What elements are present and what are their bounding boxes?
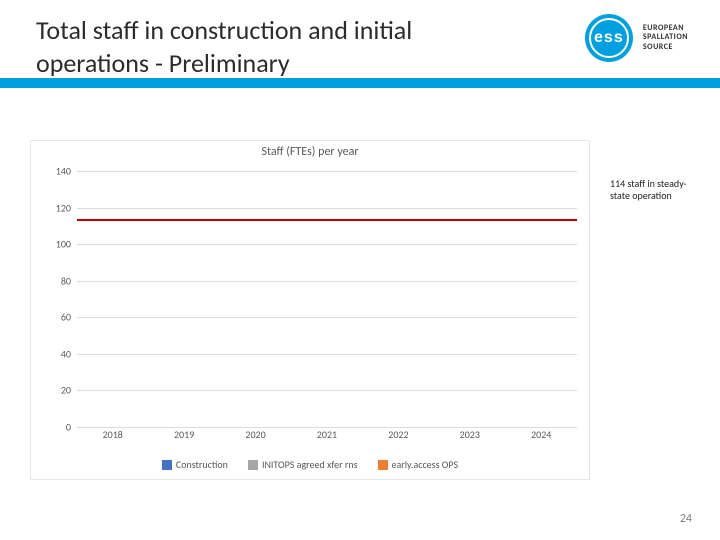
chart-legend: Construction INITOPS agreed xfer rns early… — [31, 458, 589, 471]
x-tick-label: 2020 — [245, 428, 265, 441]
page-title: Total staff in construction and initial … — [36, 14, 496, 79]
y-tick-label: 0 — [47, 421, 71, 434]
legend-swatch-icon — [248, 460, 258, 470]
x-tick-label: 2019 — [174, 428, 194, 441]
y-tick-label: 80 — [47, 274, 71, 287]
brand-line3: SOURCE — [643, 43, 688, 53]
x-tick-label: 2021 — [317, 428, 337, 441]
chart-container: Staff (FTEs) per year 020406080100120140… — [30, 140, 590, 480]
brand-text: EUROPEAN SPALLATION SOURCE — [643, 24, 688, 53]
ess-logo-icon: ess — [585, 14, 633, 62]
y-tick-label: 100 — [47, 238, 71, 251]
legend-swatch-icon — [378, 460, 388, 470]
legend-item: early.access OPS — [378, 458, 459, 471]
y-tick-label: 20 — [47, 384, 71, 397]
legend-label: early.access OPS — [392, 458, 459, 471]
plot-area: 020406080100120140 — [77, 171, 577, 427]
page-number: 24 — [680, 512, 692, 526]
legend-swatch-icon — [162, 460, 172, 470]
x-tick-label: 2018 — [103, 428, 123, 441]
y-tick-label: 40 — [47, 347, 71, 360]
y-tick-label: 120 — [47, 201, 71, 214]
y-tick-label: 60 — [47, 311, 71, 324]
annotation-text: 114 staff in steady-state operation — [610, 178, 700, 202]
legend-label: Construction — [176, 458, 228, 471]
x-tick-label: 2023 — [460, 428, 480, 441]
bars-group — [77, 171, 577, 427]
legend-label: INITOPS agreed xfer rns — [262, 458, 358, 471]
x-tick-label: 2022 — [388, 428, 408, 441]
legend-item: INITOPS agreed xfer rns — [248, 458, 358, 471]
y-tick-label: 140 — [47, 165, 71, 178]
legend-item: Construction — [162, 458, 228, 471]
x-tick-label: 2024 — [531, 428, 551, 441]
header-bar — [0, 78, 720, 88]
brand-logo: ess EUROPEAN SPALLATION SOURCE — [585, 14, 688, 62]
x-axis-labels: 2018 2019 2020 2021 2022 2023 2024 — [77, 428, 577, 441]
chart-title: Staff (FTEs) per year — [31, 145, 589, 159]
logo-text: ess — [589, 18, 629, 58]
